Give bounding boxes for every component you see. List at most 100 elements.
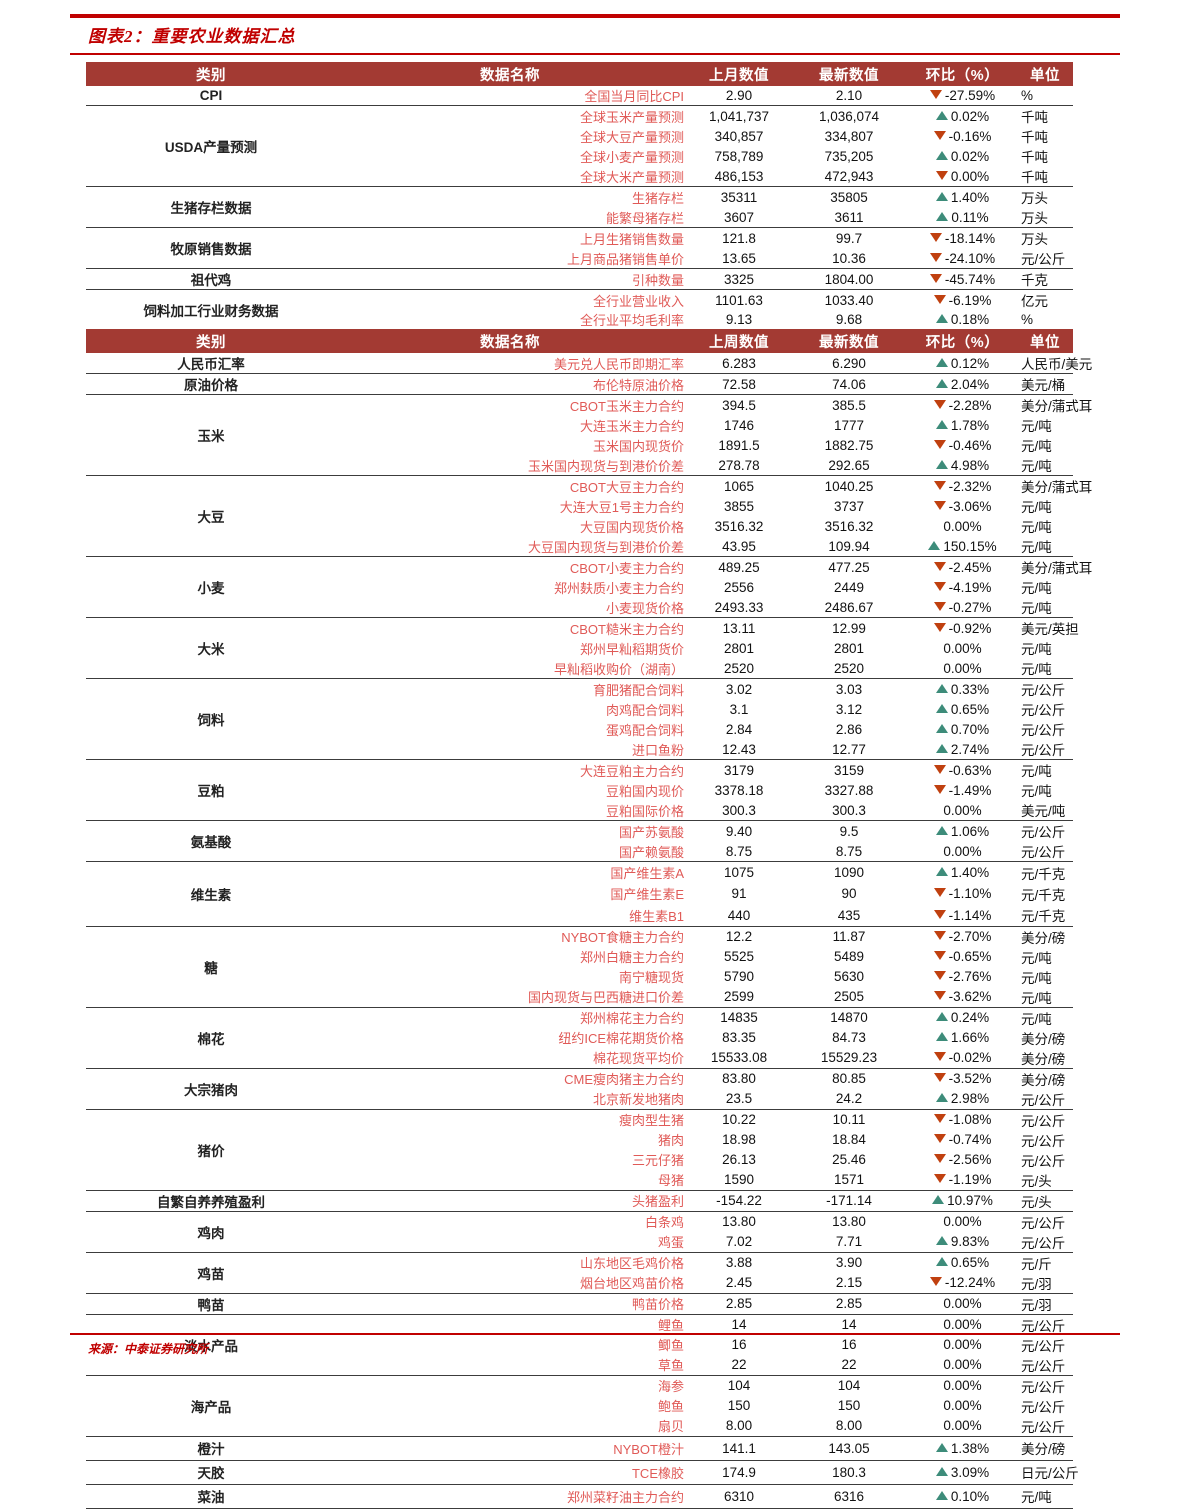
arrow-down-icon	[929, 1277, 942, 1286]
footer-rule	[70, 1333, 1120, 1335]
cell-previous-value: 3607	[723, 209, 755, 225]
cell-previous-value: 16	[731, 1337, 747, 1352]
cell-change: 1.66%	[904, 1028, 1021, 1048]
table-row: 上月商品猪销售单价 13.65 10.36 -24.10% 元/公斤	[86, 248, 1073, 269]
arrow-down-icon	[933, 1073, 946, 1082]
change-value: 2.74%	[950, 741, 990, 757]
table-row: 大豆国内现货与到港价价差 43.95 109.94 150.15% 元/吨	[86, 536, 1073, 557]
cell-latest-value: 3516.32	[824, 518, 874, 534]
arrow-down-icon	[933, 500, 946, 510]
arrow-down-icon	[929, 90, 942, 99]
arrow-up-icon	[936, 211, 949, 221]
cell-latest-value: 2.15	[835, 1275, 863, 1290]
cell-data-name: NYBOT食糖主力合约	[336, 925, 684, 947]
cell-latest-value: 385.5	[794, 394, 904, 415]
cell-unit: 元/千克	[1021, 909, 1066, 924]
cell-data-name: 大连玉米主力合约	[579, 418, 684, 434]
cell-change: 1.40%	[904, 861, 1021, 883]
cell-unit: 元/吨	[1021, 970, 1052, 986]
cell-data-name: 上月生猪销售数量	[336, 227, 684, 248]
cell-latest-value: 1882.75	[824, 437, 874, 453]
cell-change: 0.00%	[904, 1292, 1021, 1314]
cell-unit: 元/公斤	[1021, 703, 1066, 718]
cell-data-name: 郑州棉花主力合约	[336, 1006, 684, 1028]
cell-unit: 元/吨	[1021, 990, 1052, 1006]
change-value: 0.10%	[950, 1488, 990, 1504]
cell-previous-value: 22	[731, 1357, 747, 1372]
arrow-up-icon	[935, 743, 948, 753]
cell-latest-value: 334,807	[824, 128, 874, 144]
arrow-down-icon	[935, 170, 948, 180]
cell-category: 菜油	[86, 1483, 336, 1509]
cell-change: -2.76%	[904, 967, 1021, 987]
cell-change: 0.00%	[904, 1335, 1021, 1355]
table-row: 大连玉米主力合约 1746 1777 1.78% 元/吨	[86, 415, 1073, 435]
arrow-up-icon	[935, 378, 948, 388]
table-row: 人民币汇率 美元兑人民币即期汇率 6.283 6.290 0.12% 人民币/美元	[86, 353, 1092, 374]
table-row: 大米 CBOT糙米主力合约 13.11 12.99 -0.92% 美元/英担	[86, 617, 1079, 679]
change-value: -2.70%	[948, 929, 992, 944]
cell-data-name: 全国当月同比CPI	[584, 89, 684, 104]
cell-previous-value: 2.84	[725, 721, 753, 737]
change-value: 0.12%	[950, 355, 990, 371]
cell-unit: 元/吨	[1021, 759, 1073, 780]
arrow-up-icon	[935, 150, 948, 160]
cell-latest-value: 3611	[834, 209, 864, 225]
table-row: 小麦现货价格 2493.33 2486.67 -0.27% 元/吨	[86, 597, 1073, 618]
cell-previous-value: 3.1	[729, 701, 749, 717]
table-header-row-monthly: 类别 数据名称 上月数值 最新数值 环比（%） 单位	[86, 62, 1073, 86]
cell-data-name: 郑州麸质小麦主力合约	[553, 580, 684, 596]
cell-change: -18.14%	[904, 227, 1021, 248]
table-row: 大宗猪肉 CME瘦肉猪主力合约 83.80 80.85 -3.52% 美分/磅	[86, 1067, 1073, 1109]
table-row: 国内现货与巴西糖进口价差 2599 2505 -3.62% 元/吨	[86, 987, 1073, 1008]
cell-change: -1.14%	[904, 905, 1021, 927]
cell-latest-value: 8.00	[835, 1418, 863, 1433]
cell-change: 2.98%	[904, 1089, 1021, 1110]
cell-unit: 元/公斤	[1021, 845, 1066, 860]
cell-unit: 元/公斤	[1021, 723, 1066, 738]
cell-data-name: 上月商品猪销售单价	[566, 251, 684, 267]
arrow-up-icon	[935, 357, 948, 367]
cell-change: 0.00%	[904, 516, 1021, 536]
cell-unit: 元/公斤	[1021, 1153, 1066, 1169]
change-value: 1.06%	[950, 823, 990, 839]
cell-change: -0.92%	[904, 617, 1021, 638]
cell-unit: 千吨	[1021, 150, 1048, 165]
header-cell-latest: 最新数值	[794, 62, 904, 86]
cell-data-name: 全球小麦产量预测	[579, 149, 684, 165]
cell-latest-value: 16	[841, 1337, 857, 1352]
arrow-down-icon	[933, 1052, 946, 1061]
cell-data-name: 草鱼	[657, 1358, 684, 1373]
cell-unit: 元/吨	[1021, 500, 1052, 515]
change-value: -0.65%	[948, 949, 992, 964]
table-row: USDA产量预测 全球玉米产量预测 1,041,737 1,036,074 0.02% 千…	[86, 105, 1073, 187]
cell-change: -0.63%	[904, 759, 1021, 780]
change-value: 4.98%	[950, 457, 990, 473]
cell-category: CPI	[199, 88, 223, 103]
cell-previous-value: 1590	[723, 1172, 755, 1187]
cell-unit: 千吨	[1021, 130, 1048, 145]
cell-latest-value: 2.10	[835, 88, 863, 103]
cell-category: 大豆	[86, 475, 336, 557]
cell-unit: 元/公斤	[1021, 820, 1073, 841]
cell-data-name: 布伦特原油价格	[336, 373, 684, 395]
table-row: 橙汁 NYBOT橙汁 141.1 143.05 1.38% 美分/磅	[86, 1435, 1073, 1460]
arrow-up-icon	[935, 1012, 948, 1021]
cell-previous-value: 174.9	[684, 1459, 794, 1484]
table-row: 玉米国内现货价 1891.5 1882.75 -0.46% 元/吨	[86, 435, 1073, 455]
cell-unit: 美分/磅	[1021, 925, 1073, 947]
cell-data-name: 小麦现货价格	[605, 600, 684, 616]
cell-change: 0.00%	[904, 1313, 1021, 1335]
cell-category: 糖	[86, 925, 336, 1007]
cell-latest-value: 12.99	[794, 617, 904, 638]
cell-data-name: 早籼稻收购价（湖南）	[553, 661, 684, 677]
header-cell-change: 环比（%）	[904, 329, 1021, 353]
change-value: 0.65%	[950, 1255, 990, 1270]
cell-unit: 元/吨	[1021, 784, 1052, 799]
change-value: 1.78%	[950, 417, 990, 433]
change-value: -0.16%	[948, 128, 992, 144]
cell-previous-value: 2493.33	[714, 599, 764, 615]
cell-data-name: 生猪存栏	[336, 186, 684, 207]
cell-category: 饲料加工行业财务数据	[86, 289, 336, 329]
cell-unit: 千克	[1021, 268, 1073, 290]
